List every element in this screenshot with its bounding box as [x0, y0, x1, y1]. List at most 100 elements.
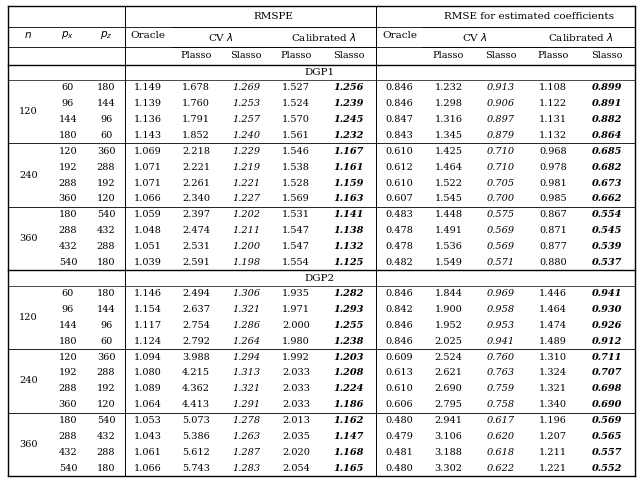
Text: 0.539: 0.539 — [592, 242, 622, 251]
Text: 2.621: 2.621 — [435, 369, 463, 378]
Text: 2.033: 2.033 — [282, 400, 310, 409]
Text: 4.215: 4.215 — [182, 369, 210, 378]
Text: 1.149: 1.149 — [134, 83, 162, 92]
Text: 1.321: 1.321 — [232, 305, 260, 314]
Text: 1.545: 1.545 — [435, 195, 463, 204]
Text: 0.478: 0.478 — [385, 226, 413, 235]
Text: 1.117: 1.117 — [134, 321, 162, 330]
Text: 1.163: 1.163 — [333, 195, 364, 204]
Text: 1.992: 1.992 — [282, 353, 310, 361]
Text: 1.324: 1.324 — [539, 369, 567, 378]
Text: 3.302: 3.302 — [435, 464, 463, 473]
Text: 2.690: 2.690 — [435, 384, 463, 393]
Text: 0.609: 0.609 — [385, 353, 413, 361]
Text: 1.263: 1.263 — [232, 432, 260, 441]
Text: 1.211: 1.211 — [232, 226, 260, 235]
Text: 1.269: 1.269 — [232, 83, 260, 92]
Text: 432: 432 — [59, 242, 77, 251]
Text: 5.612: 5.612 — [182, 448, 210, 457]
Text: 1.219: 1.219 — [232, 163, 260, 172]
Text: 1.186: 1.186 — [333, 400, 364, 409]
Text: 0.480: 0.480 — [385, 416, 413, 425]
Text: 0.958: 0.958 — [487, 305, 515, 314]
Text: 0.891: 0.891 — [592, 99, 622, 108]
Text: 3.988: 3.988 — [182, 353, 210, 361]
Text: 1.538: 1.538 — [282, 163, 310, 172]
Text: 0.565: 0.565 — [592, 432, 622, 441]
Text: 3.188: 3.188 — [435, 448, 463, 457]
Text: 120: 120 — [59, 353, 77, 361]
Text: 2.000: 2.000 — [282, 321, 310, 330]
Text: 1.464: 1.464 — [540, 305, 567, 314]
Text: 240: 240 — [19, 171, 38, 180]
Text: Slasso: Slasso — [591, 51, 623, 60]
Text: 0.763: 0.763 — [487, 369, 515, 378]
Text: 1.464: 1.464 — [435, 163, 463, 172]
Text: 1.147: 1.147 — [333, 432, 364, 441]
Text: 120: 120 — [59, 147, 77, 156]
Text: 288: 288 — [97, 369, 115, 378]
Text: 0.871: 0.871 — [540, 226, 567, 235]
Text: 180: 180 — [97, 464, 115, 473]
Text: Calibrated $\lambda$: Calibrated $\lambda$ — [291, 31, 356, 43]
Text: 120: 120 — [19, 313, 38, 322]
Text: 1.257: 1.257 — [232, 115, 260, 124]
Text: 0.545: 0.545 — [592, 226, 622, 235]
Text: 1.935: 1.935 — [282, 289, 310, 298]
Text: 0.707: 0.707 — [592, 369, 622, 378]
Text: 4.362: 4.362 — [182, 384, 210, 393]
Text: 0.953: 0.953 — [487, 321, 515, 330]
Text: 1.446: 1.446 — [540, 289, 567, 298]
Text: 0.622: 0.622 — [487, 464, 515, 473]
Text: 288: 288 — [59, 432, 77, 441]
Text: 1.196: 1.196 — [540, 416, 567, 425]
Text: 2.340: 2.340 — [182, 195, 210, 204]
Text: 1.345: 1.345 — [435, 131, 463, 140]
Text: 0.843: 0.843 — [385, 131, 413, 140]
Text: 1.980: 1.980 — [282, 337, 310, 346]
Text: 0.612: 0.612 — [385, 163, 413, 172]
Text: 144: 144 — [97, 305, 115, 314]
Text: 0.981: 0.981 — [540, 179, 567, 187]
Text: 2.591: 2.591 — [182, 258, 210, 267]
Text: 4.413: 4.413 — [182, 400, 210, 409]
Text: 360: 360 — [59, 400, 77, 409]
Text: 0.846: 0.846 — [385, 321, 413, 330]
Text: 0.552: 0.552 — [592, 464, 622, 473]
Text: 1.154: 1.154 — [134, 305, 162, 314]
Text: 0.685: 0.685 — [592, 147, 622, 156]
Text: 60: 60 — [62, 289, 74, 298]
Text: 1.125: 1.125 — [333, 258, 364, 267]
Text: 432: 432 — [97, 432, 115, 441]
Text: 96: 96 — [62, 305, 74, 314]
Text: 0.610: 0.610 — [385, 384, 413, 393]
Text: 1.900: 1.900 — [435, 305, 463, 314]
Text: 144: 144 — [59, 115, 77, 124]
Text: 0.613: 0.613 — [385, 369, 413, 378]
Text: 0.759: 0.759 — [487, 384, 515, 393]
Text: 5.073: 5.073 — [182, 416, 210, 425]
Text: 0.571: 0.571 — [487, 258, 515, 267]
Text: 1.066: 1.066 — [134, 195, 162, 204]
Text: 1.239: 1.239 — [333, 99, 364, 108]
Text: 1.227: 1.227 — [232, 195, 260, 204]
Text: 1.678: 1.678 — [182, 83, 210, 92]
Text: 1.298: 1.298 — [435, 99, 463, 108]
Text: 1.286: 1.286 — [232, 321, 260, 330]
Text: 1.161: 1.161 — [333, 163, 364, 172]
Text: 288: 288 — [59, 226, 77, 235]
Text: 1.310: 1.310 — [540, 353, 567, 361]
Text: 0.846: 0.846 — [385, 83, 413, 92]
Text: 1.108: 1.108 — [540, 83, 567, 92]
Text: 1.240: 1.240 — [232, 131, 260, 140]
Text: 144: 144 — [59, 321, 77, 330]
Text: 288: 288 — [97, 242, 115, 251]
Text: 0.968: 0.968 — [540, 147, 567, 156]
Text: 1.255: 1.255 — [333, 321, 364, 330]
Text: 1.168: 1.168 — [333, 448, 364, 457]
Text: 1.232: 1.232 — [333, 131, 364, 140]
Text: 0.606: 0.606 — [385, 400, 413, 409]
Text: 1.491: 1.491 — [435, 226, 463, 235]
Text: 120: 120 — [97, 400, 115, 409]
Text: 180: 180 — [97, 289, 115, 298]
